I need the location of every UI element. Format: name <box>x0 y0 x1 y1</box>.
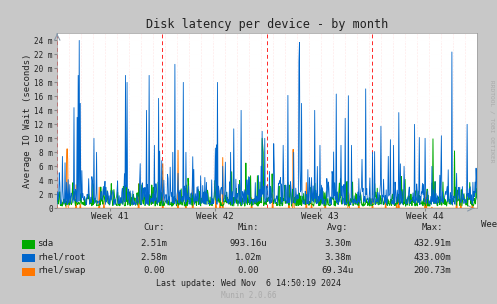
Text: sda: sda <box>37 239 53 248</box>
Text: rhel/swap: rhel/swap <box>37 266 85 275</box>
Text: rhel/root: rhel/root <box>37 253 85 262</box>
Text: Last update: Wed Nov  6 14:50:19 2024: Last update: Wed Nov 6 14:50:19 2024 <box>156 279 341 288</box>
Text: 2.58m: 2.58m <box>141 253 167 262</box>
Title: Disk latency per device - by month: Disk latency per device - by month <box>146 18 388 31</box>
Text: Cur:: Cur: <box>143 223 165 232</box>
Text: 1.02m: 1.02m <box>235 253 262 262</box>
Y-axis label: Average IO Wait (seconds): Average IO Wait (seconds) <box>23 54 32 188</box>
Text: Min:: Min: <box>238 223 259 232</box>
Text: RRDTOOL / TOBI OETIKER: RRDTOOL / TOBI OETIKER <box>490 80 495 163</box>
Text: Week 45: Week 45 <box>481 219 497 229</box>
Text: 3.38m: 3.38m <box>325 253 351 262</box>
Text: Avg:: Avg: <box>327 223 349 232</box>
Text: 3.30m: 3.30m <box>325 239 351 248</box>
Text: Munin 2.0.66: Munin 2.0.66 <box>221 291 276 300</box>
Text: Max:: Max: <box>421 223 443 232</box>
Text: 0.00: 0.00 <box>143 266 165 275</box>
Text: 200.73m: 200.73m <box>414 266 451 275</box>
Text: 433.00m: 433.00m <box>414 253 451 262</box>
Text: 432.91m: 432.91m <box>414 239 451 248</box>
Text: 0.00: 0.00 <box>238 266 259 275</box>
Text: 993.16u: 993.16u <box>230 239 267 248</box>
Text: 2.51m: 2.51m <box>141 239 167 248</box>
Text: 69.34u: 69.34u <box>322 266 354 275</box>
